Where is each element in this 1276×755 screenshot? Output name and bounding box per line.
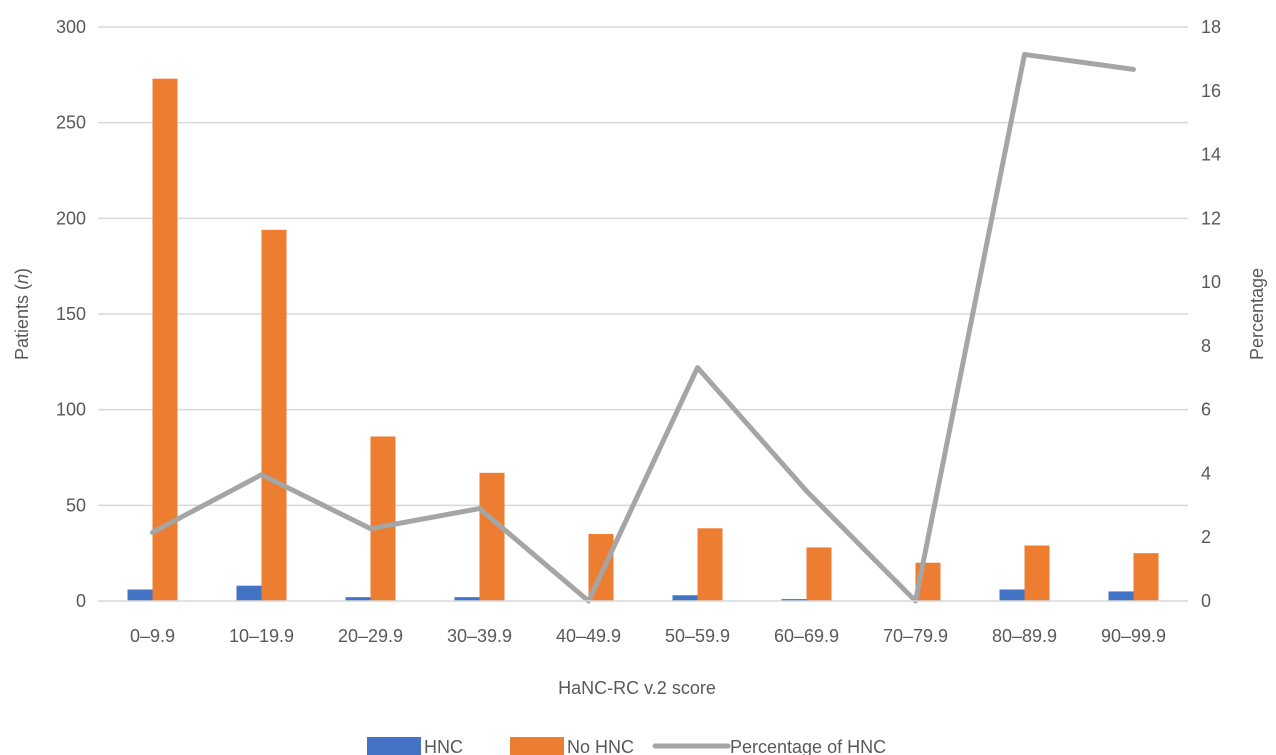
y-tick-label: 300: [56, 17, 86, 37]
bar-hnc: [345, 597, 371, 601]
y2-tick-label: 10: [1201, 272, 1221, 292]
y-axis-title: Patients (n): [12, 268, 32, 360]
y-tick-label: 50: [66, 495, 86, 515]
x-tick-label: 80–89.9: [992, 626, 1057, 646]
x-tick-label: 30–39.9: [447, 626, 512, 646]
axes: 0 50 100 150 200 250 300 0 2 4 6 8 10 12 14 16 18 0–9.9 10…: [56, 17, 1221, 646]
x-tick-label: 50–59.9: [665, 626, 730, 646]
bar-no-hnc: [479, 472, 505, 601]
bar-hnc: [672, 595, 698, 601]
y2-tick-label: 14: [1201, 145, 1221, 165]
bar-hnc: [999, 589, 1025, 601]
bar-hnc: [236, 585, 262, 601]
bar-no-hnc: [697, 528, 723, 601]
y-tick-label: 250: [56, 113, 86, 133]
legend-item-no-hnc-label: No HNC: [567, 737, 634, 755]
y-axis-title-paren-close: ): [12, 268, 32, 274]
bar-no-hnc: [806, 547, 832, 601]
x-tick-label: 60–69.9: [774, 626, 839, 646]
bar-hnc: [454, 597, 480, 601]
y2-axis-title: Percentage: [1247, 268, 1267, 360]
legend-item-no-hnc-swatch: [510, 737, 564, 755]
legend-item-percentage-label: Percentage of HNC: [730, 737, 886, 755]
x-axis-title: HaNC-RC v.2 score: [558, 678, 716, 698]
y2-tick-label: 16: [1201, 81, 1221, 101]
bar-hnc: [1108, 591, 1134, 601]
bar-hnc: [127, 589, 153, 601]
line-percentage-of-hnc: [150, 51, 1136, 604]
x-tick-label: 70–79.9: [883, 626, 948, 646]
legend: HNC No HNC Percentage of HNC: [367, 737, 886, 755]
y2-tick-label: 12: [1201, 208, 1221, 228]
y2-tick-label: 6: [1201, 400, 1211, 420]
y2-tick-label: 0: [1201, 591, 1211, 611]
axis-labels: HaNC-RC v.2 score Patients (n) Percentag…: [12, 268, 1267, 698]
x-tick-label: 90–99.9: [1101, 626, 1166, 646]
legend-item-hnc-label: HNC: [424, 737, 463, 755]
bar-hnc: [781, 599, 807, 601]
bar-no-hnc: [261, 229, 287, 601]
y-tick-label: 200: [56, 208, 86, 228]
line-series: [150, 51, 1136, 604]
bars: [127, 78, 1159, 601]
x-tick-label: 0–9.9: [130, 626, 175, 646]
y-axis-title-paren-open: (: [12, 284, 32, 295]
x-tick-label: 20–29.9: [338, 626, 403, 646]
y2-tick-label: 18: [1201, 17, 1221, 37]
y-axis-title-italic: n: [12, 274, 32, 284]
bar-no-hnc: [152, 78, 178, 601]
bar-no-hnc: [1024, 545, 1050, 601]
legend-item-hnc-swatch: [367, 737, 421, 755]
bar-no-hnc: [370, 436, 396, 601]
x-tick-label: 40–49.9: [556, 626, 621, 646]
bar-no-hnc: [1133, 553, 1159, 601]
y-axis-title-main: Patients: [12, 295, 32, 360]
y-tick-label: 0: [76, 591, 86, 611]
y2-tick-label: 8: [1201, 336, 1211, 356]
y2-tick-label: 4: [1201, 463, 1211, 483]
x-tick-label: 10–19.9: [229, 626, 294, 646]
y2-tick-label: 2: [1201, 527, 1211, 547]
y-tick-label: 100: [56, 400, 86, 420]
y-tick-label: 150: [56, 304, 86, 324]
